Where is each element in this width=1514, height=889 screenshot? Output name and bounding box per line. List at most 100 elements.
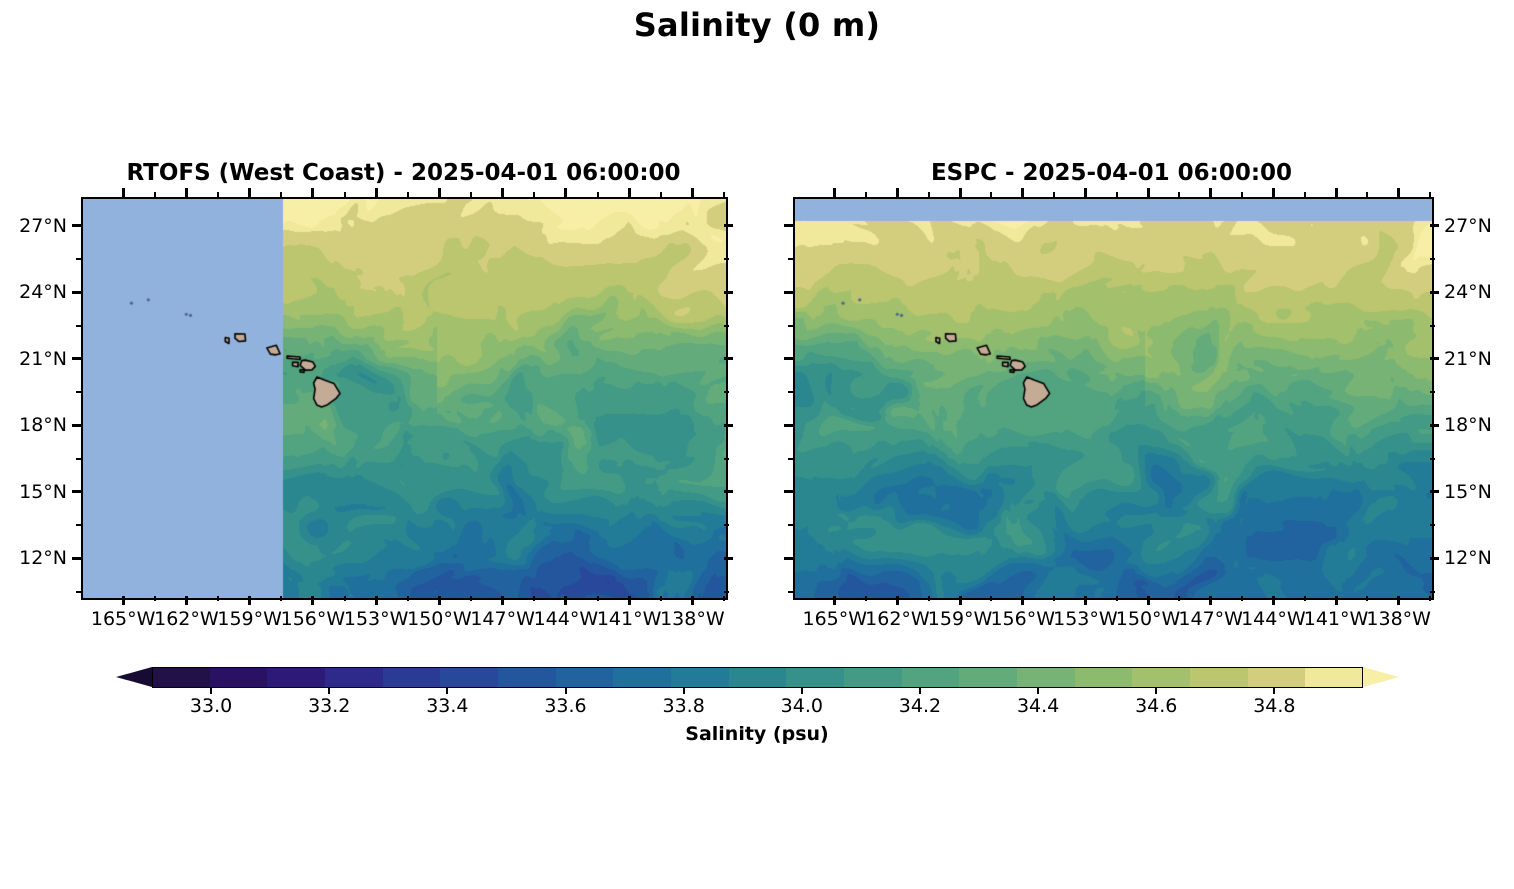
colorbar-band bbox=[267, 667, 326, 688]
y-axis-minor-tick-left bbox=[76, 524, 81, 527]
colorbar-tick-label: 33.8 bbox=[662, 695, 705, 717]
colorbar-band bbox=[440, 667, 499, 688]
map-axes-rtofs[interactable] bbox=[81, 197, 728, 600]
x-axis-minor-tick-top bbox=[343, 192, 346, 197]
y-axis-tick-right bbox=[1430, 224, 1439, 228]
x-axis-tick bbox=[1334, 596, 1338, 605]
y-axis-tick-right bbox=[724, 357, 733, 361]
x-axis-minor-tick-top bbox=[406, 192, 409, 197]
x-axis-tick-label: 165°W bbox=[802, 608, 868, 630]
y-axis-tick-label: 18°N bbox=[1444, 414, 1492, 437]
x-axis-tick bbox=[690, 596, 694, 605]
colorbar-tick bbox=[328, 688, 331, 694]
y-axis-minor-tick-right bbox=[724, 457, 729, 460]
x-axis-minor-tick bbox=[1053, 596, 1056, 601]
x-axis-tick-label: 141°W bbox=[1303, 608, 1369, 630]
colorbar-tick-label: 34.8 bbox=[1253, 695, 1296, 717]
colorbar-band bbox=[1247, 667, 1306, 688]
x-axis-minor-tick bbox=[1178, 596, 1181, 601]
x-axis-minor-tick-top bbox=[927, 192, 930, 197]
colorbar-band bbox=[1190, 667, 1249, 688]
salinity-field-rtofs bbox=[83, 199, 726, 598]
x-axis-tick bbox=[1209, 596, 1213, 605]
y-axis-minor-tick-right bbox=[1430, 590, 1435, 593]
y-axis-tick-label: 12°N bbox=[19, 547, 67, 570]
x-axis-tick bbox=[184, 596, 188, 605]
y-axis-tick-left bbox=[72, 490, 81, 494]
y-axis-tick-left bbox=[72, 556, 81, 560]
x-axis-minor-tick-top bbox=[280, 192, 283, 197]
x-axis-minor-tick-top bbox=[1178, 192, 1181, 197]
x-axis-tick-top bbox=[1397, 188, 1401, 197]
x-axis-minor-tick bbox=[343, 596, 346, 601]
y-axis-minor-tick-right bbox=[1430, 524, 1435, 527]
x-axis-minor-tick bbox=[659, 596, 662, 601]
x-axis-tick-top bbox=[311, 188, 315, 197]
colorbar-band bbox=[1305, 667, 1364, 688]
x-axis-tick bbox=[374, 596, 378, 605]
x-axis-tick-label: 138°W bbox=[1366, 608, 1431, 630]
x-axis-tick-label: 144°W bbox=[1241, 608, 1306, 630]
y-axis-tick-label: 15°N bbox=[1444, 480, 1492, 503]
y-axis-minor-tick-left bbox=[788, 258, 793, 261]
colorbar[interactable] bbox=[152, 667, 1364, 688]
x-axis-tick bbox=[1397, 596, 1401, 605]
y-axis-minor-tick-right bbox=[1430, 457, 1435, 460]
y-axis-minor-tick-right bbox=[724, 590, 729, 593]
x-axis-minor-tick bbox=[865, 596, 868, 601]
colorbar-band bbox=[671, 667, 730, 688]
figure-title: Salinity (0 m) bbox=[633, 6, 881, 44]
y-axis-minor-tick-left bbox=[788, 590, 793, 593]
x-axis-minor-tick-top bbox=[1303, 192, 1306, 197]
y-axis-tick-left bbox=[72, 290, 81, 294]
x-axis-tick bbox=[1021, 596, 1025, 605]
y-axis-minor-tick-right bbox=[724, 258, 729, 261]
y-axis-tick-right bbox=[1430, 490, 1439, 494]
x-axis-tick-top bbox=[248, 188, 252, 197]
x-axis-tick-label: 156°W bbox=[990, 608, 1056, 630]
colorbar-band bbox=[382, 667, 441, 688]
x-axis-tick-top bbox=[501, 188, 505, 197]
x-axis-minor-tick-top bbox=[153, 192, 156, 197]
y-axis-tick-right bbox=[724, 290, 733, 294]
map-axes-espc[interactable] bbox=[793, 197, 1434, 600]
colorbar-band bbox=[555, 667, 614, 688]
y-axis-tick-label: 12°N bbox=[1444, 547, 1492, 570]
x-axis-tick-label: 150°W bbox=[407, 608, 472, 630]
y-axis-minor-tick-left bbox=[76, 391, 81, 394]
colorbar-band bbox=[209, 667, 268, 688]
x-axis-minor-tick-top bbox=[596, 192, 599, 197]
y-axis-tick-label: 27°N bbox=[19, 214, 67, 237]
y-axis-tick-label: 27°N bbox=[1444, 214, 1492, 237]
colorbar-band bbox=[1132, 667, 1191, 688]
x-axis-tick-top bbox=[895, 188, 899, 197]
y-axis-tick-right bbox=[1430, 556, 1439, 560]
y-axis-tick-left bbox=[784, 556, 793, 560]
x-axis-tick-top bbox=[184, 188, 188, 197]
colorbar-band bbox=[152, 667, 211, 688]
y-axis-tick-left bbox=[784, 423, 793, 427]
x-axis-minor-tick-top bbox=[865, 192, 868, 197]
x-axis-tick-label: 150°W bbox=[1115, 608, 1181, 630]
x-axis-tick-label: 165°W bbox=[90, 608, 156, 630]
y-axis-tick-right bbox=[724, 490, 733, 494]
y-axis-tick-label: 21°N bbox=[1444, 347, 1492, 370]
x-axis-tick-label: 147°W bbox=[1178, 608, 1243, 630]
x-axis-tick-top bbox=[121, 188, 125, 197]
x-axis-minor-tick bbox=[1115, 596, 1118, 601]
y-axis-tick-label: 24°N bbox=[19, 281, 67, 304]
x-axis-minor-tick-top bbox=[990, 192, 993, 197]
x-axis-minor-tick bbox=[406, 596, 409, 601]
x-axis-tick-label: 159°W bbox=[217, 608, 282, 630]
y-axis-tick-right bbox=[1430, 423, 1439, 427]
x-axis-minor-tick bbox=[153, 596, 156, 601]
y-axis-tick-right bbox=[724, 423, 733, 427]
panel-title-rtofs: RTOFS (West Coast) - 2025-04-01 06:00:00 bbox=[126, 160, 681, 186]
y-axis-minor-tick-left bbox=[788, 391, 793, 394]
x-axis-tick-label: 138°W bbox=[660, 608, 725, 630]
x-axis-tick-top bbox=[1334, 188, 1338, 197]
x-axis-minor-tick bbox=[990, 596, 993, 601]
y-axis-minor-tick-right bbox=[1430, 258, 1435, 261]
x-axis-tick-label: 144°W bbox=[533, 608, 599, 630]
x-axis-tick-label: 147°W bbox=[470, 608, 535, 630]
